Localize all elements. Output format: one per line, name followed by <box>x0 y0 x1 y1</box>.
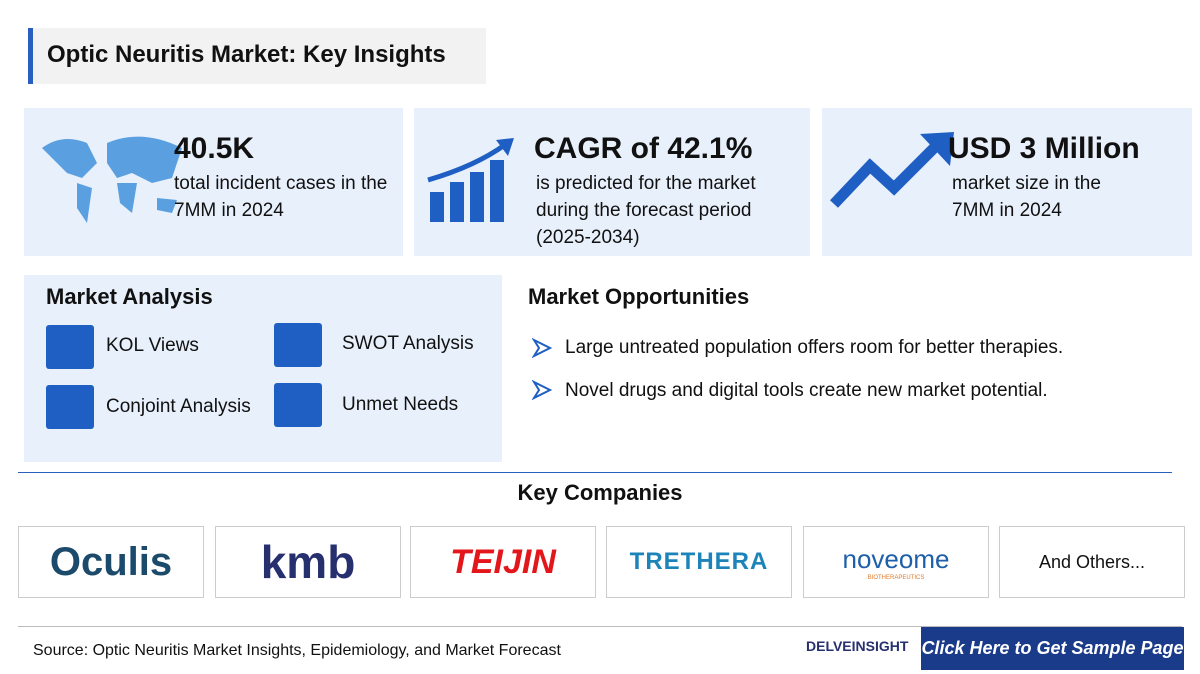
icon <box>274 323 322 367</box>
icon <box>46 385 94 429</box>
analysis-item: Unmet Needs <box>342 394 459 415</box>
cta-button[interactable]: Click Here to Get Sample Page <box>921 627 1184 670</box>
world-map-icon <box>42 136 182 223</box>
company-logo: TRETHERA <box>606 526 792 598</box>
stat-text: is predicted for the market during the f… <box>536 173 756 248</box>
stat-card: 40.5K total incident cases in the 7MM in… <box>24 108 403 256</box>
brand-logo: DELVEINSIGHT <box>806 638 909 654</box>
stat-card: CAGR of 42.1% is predicted for the marke… <box>414 108 810 256</box>
trend-arrow-icon <box>830 132 954 208</box>
stat-value: USD 3 Million <box>948 132 1140 165</box>
source-text: Source: Optic Neuritis Market Insights, … <box>33 642 561 659</box>
analysis-item: KOL Views <box>106 335 199 356</box>
stat-value: CAGR of 42.1% <box>534 132 753 165</box>
section-heading: Market Analysis <box>46 284 213 309</box>
icon <box>46 325 94 369</box>
analysis-item: Conjoint Analysis <box>106 396 251 417</box>
stat-card: USD 3 Million market size in the 7MM in … <box>822 108 1192 256</box>
section-heading: Market Opportunities <box>528 284 750 309</box>
logo-text: noveome <box>842 543 950 574</box>
bullet-icons <box>532 338 552 401</box>
growth-chart-icon <box>427 138 514 222</box>
section-heading: Key Companies <box>517 480 683 505</box>
company-logo: noveome BIOTHERAPEUTICS <box>803 526 989 598</box>
stat-text: total incident cases in the 7MM in 2024 <box>174 173 388 221</box>
page-title: Optic Neuritis Market: Key Insights <box>28 28 486 84</box>
company-logo: Oculis <box>18 526 204 598</box>
opportunity-item: Novel drugs and digital tools create new… <box>565 380 1048 401</box>
company-logo: kmb <box>215 526 401 598</box>
logo-text: kmb <box>260 536 356 588</box>
logo-text: TEIJIN <box>450 542 556 581</box>
logo-text: TRETHERA <box>629 548 769 575</box>
analysis-item: SWOT Analysis <box>342 333 474 354</box>
logo-text: And Others... <box>1038 551 1146 572</box>
icon <box>274 383 322 427</box>
logo-text: Oculis <box>49 539 173 584</box>
divider <box>18 472 1172 473</box>
company-logo: And Others... <box>999 526 1185 598</box>
market-analysis-panel: Market Analysis KOL Views SWOT Analysis … <box>24 275 502 462</box>
divider <box>18 626 1182 627</box>
company-logo: TEIJIN <box>410 526 596 598</box>
stat-value: 40.5K <box>174 132 255 165</box>
opportunity-item: Large untreated population offers room f… <box>565 337 1064 358</box>
logo-subtext: BIOTHERAPEUTICS <box>867 574 925 581</box>
stat-text: market size in the 7MM in 2024 <box>952 173 1101 221</box>
